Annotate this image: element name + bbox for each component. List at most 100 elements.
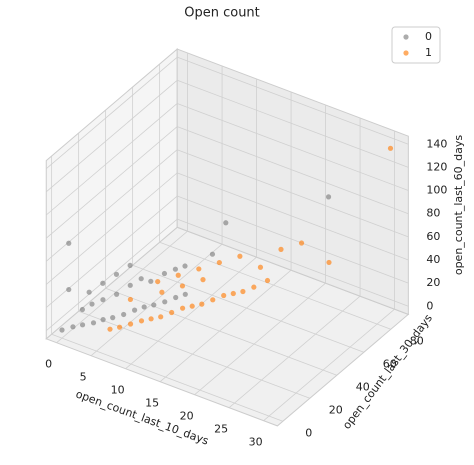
point bbox=[161, 270, 168, 277]
grid-line bbox=[177, 218, 409, 307]
point bbox=[127, 262, 133, 269]
grid-line bbox=[45, 218, 178, 332]
point bbox=[86, 289, 92, 295]
point bbox=[200, 277, 206, 283]
point bbox=[189, 303, 195, 309]
legend-box bbox=[391, 26, 441, 64]
y-tick-label: 40 bbox=[356, 380, 370, 393]
point bbox=[79, 322, 86, 328]
point bbox=[79, 306, 85, 313]
grid-line bbox=[177, 103, 409, 191]
z-tick-label: 120 bbox=[426, 160, 447, 173]
point bbox=[148, 278, 154, 284]
grid-line bbox=[177, 79, 409, 168]
z-tick-label: 0 bbox=[426, 299, 433, 312]
point bbox=[209, 251, 216, 257]
point bbox=[151, 302, 157, 308]
point bbox=[89, 301, 95, 307]
back-pane bbox=[176, 48, 409, 316]
point bbox=[107, 326, 113, 332]
grid-line bbox=[45, 103, 178, 216]
grid-line bbox=[177, 56, 409, 145]
point bbox=[138, 318, 145, 324]
point bbox=[158, 314, 164, 320]
point bbox=[199, 301, 205, 307]
legend-label: 0 bbox=[425, 30, 432, 43]
x-tick-label: 25 bbox=[214, 423, 228, 436]
z-axis-label: open_count_last_60_days bbox=[452, 135, 465, 276]
point bbox=[251, 284, 257, 290]
grid-line bbox=[45, 80, 178, 193]
x-tick-label: 20 bbox=[180, 410, 194, 423]
grid-line bbox=[228, 295, 361, 409]
point bbox=[210, 297, 216, 303]
point bbox=[175, 272, 181, 278]
x-tick-label: 10 bbox=[111, 384, 125, 397]
grid-line bbox=[105, 287, 337, 376]
point bbox=[66, 286, 72, 293]
point bbox=[100, 280, 106, 286]
z-tick-label: 20 bbox=[426, 276, 440, 289]
chart-title: Open count bbox=[184, 6, 260, 21]
point bbox=[172, 266, 178, 272]
grid-line bbox=[78, 310, 310, 399]
grid-line bbox=[177, 126, 409, 215]
point bbox=[278, 246, 284, 252]
grid-line bbox=[90, 243, 223, 357]
y-tick-label: 20 bbox=[329, 403, 343, 416]
x-tick-label: 15 bbox=[145, 397, 159, 410]
point bbox=[257, 264, 264, 270]
grid-line bbox=[263, 308, 395, 422]
grid-line bbox=[159, 241, 391, 330]
legend-marker bbox=[403, 34, 409, 40]
point bbox=[240, 288, 246, 295]
z-tick-label: 140 bbox=[426, 137, 447, 150]
point bbox=[159, 289, 165, 295]
point bbox=[100, 297, 106, 303]
z-tick-label: 60 bbox=[426, 230, 440, 243]
x-tick-label: 5 bbox=[80, 371, 87, 384]
y-tick-label: 0 bbox=[305, 426, 312, 439]
point bbox=[230, 290, 236, 297]
point bbox=[298, 240, 305, 246]
point bbox=[155, 278, 161, 285]
point bbox=[182, 291, 188, 297]
point bbox=[127, 296, 133, 303]
point bbox=[70, 324, 76, 330]
point bbox=[127, 321, 134, 327]
point bbox=[138, 276, 144, 282]
point bbox=[221, 292, 227, 299]
point bbox=[216, 259, 222, 266]
point bbox=[162, 299, 168, 305]
point bbox=[121, 311, 127, 318]
y-tick-label: 60 bbox=[383, 357, 397, 370]
point bbox=[110, 315, 116, 321]
grid-line bbox=[194, 282, 326, 396]
point bbox=[141, 304, 147, 310]
point bbox=[326, 259, 332, 266]
point bbox=[169, 309, 175, 316]
point bbox=[90, 320, 97, 326]
point bbox=[100, 317, 106, 323]
point bbox=[179, 283, 186, 289]
legend-label: 1 bbox=[425, 46, 432, 59]
point bbox=[114, 291, 120, 297]
grid-line bbox=[45, 126, 178, 239]
grid-line bbox=[177, 172, 409, 261]
point bbox=[148, 316, 154, 322]
grid-line bbox=[177, 195, 409, 284]
point bbox=[196, 266, 202, 272]
point bbox=[127, 282, 133, 288]
grid-line bbox=[45, 56, 178, 170]
point bbox=[59, 327, 65, 333]
legend-marker bbox=[403, 50, 409, 56]
y-tick-label: 80 bbox=[410, 334, 424, 347]
point bbox=[182, 263, 188, 269]
point bbox=[66, 240, 72, 246]
point bbox=[223, 220, 229, 226]
point bbox=[387, 145, 394, 151]
x-tick-label: 30 bbox=[249, 436, 263, 449]
grid-line bbox=[177, 149, 409, 238]
point bbox=[237, 253, 243, 259]
